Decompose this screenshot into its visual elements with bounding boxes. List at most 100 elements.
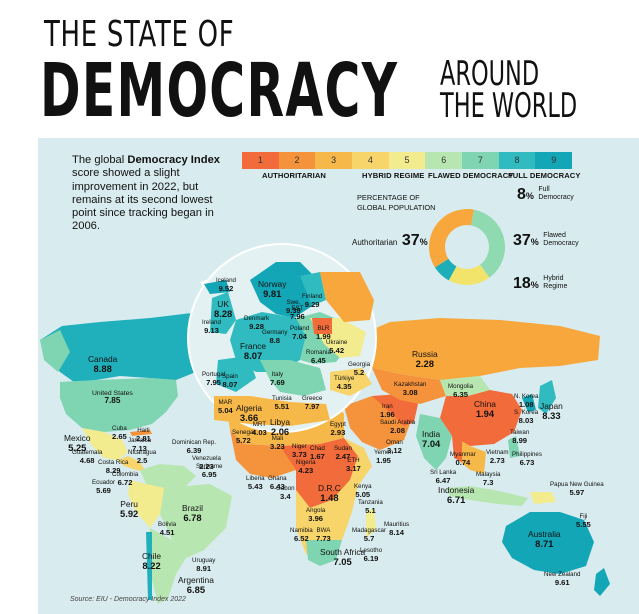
country-label-saudi-arabia: Saudi Arabia 2.08 xyxy=(380,419,415,435)
country-score: 1.67 xyxy=(310,451,325,461)
map-iceland xyxy=(204,280,230,294)
country-name: Haiti xyxy=(137,427,150,434)
country-label-angola: Angola 3.96 xyxy=(306,507,325,522)
legend-authoritarian: AUTHORITARIAN xyxy=(262,171,327,180)
country-name: Suriname xyxy=(196,463,223,470)
country-label-d-r-c: D.R.C 1.48 xyxy=(318,484,341,503)
country-name: Denmark xyxy=(244,315,270,322)
country-score: 8.07 xyxy=(222,379,238,389)
population-title-line2: GLOBAL POPULATION xyxy=(357,203,436,212)
map-italy-balkans xyxy=(260,360,326,396)
map-west-africa xyxy=(230,430,300,478)
auth-name: Authoritarian xyxy=(352,238,398,247)
map-philippines xyxy=(508,436,520,458)
country-label-iran: Iran 1.96 xyxy=(380,403,395,418)
country-score: 6.47 xyxy=(435,475,451,485)
flawed-l1: Flawed xyxy=(543,232,566,239)
country-label-colombia: Colombia 6.72 xyxy=(112,471,139,487)
country-score: 8.71 xyxy=(535,537,554,549)
country-name: Italy xyxy=(271,371,284,378)
country-score: 6.72 xyxy=(117,477,133,487)
country-score: 5.25 xyxy=(68,441,87,453)
country-name: Iran xyxy=(382,403,393,410)
country-name: EST xyxy=(291,305,304,312)
country-name: Greece xyxy=(302,395,323,402)
map-western-europe xyxy=(230,312,306,372)
country-score: 6.73 xyxy=(519,457,535,467)
map-central-america xyxy=(118,456,146,472)
country-name: Mali xyxy=(271,435,284,442)
map-indonesia xyxy=(446,486,528,506)
map-korea-japan xyxy=(522,394,536,412)
country-name: Chile xyxy=(142,551,162,561)
country-label-iceland: Iceland 9.52 xyxy=(216,277,236,293)
country-label-namibia: Namibia 6.52 xyxy=(290,527,313,543)
legend-flawed: FLAWED DEMOCRACY xyxy=(428,171,514,180)
title-line-1: THE STATE OF xyxy=(44,14,235,55)
country-label-denmark: Denmark 9.28 xyxy=(244,315,270,331)
country-score: 5.1 xyxy=(365,505,376,515)
country-label-sudan: Sudan 2.47 xyxy=(334,445,352,460)
country-label-ireland: Ireland 9.13 xyxy=(202,319,221,334)
title-line-3a: AROUND xyxy=(440,54,540,94)
country-name: Namibia xyxy=(290,527,313,534)
country-score: 8.33 xyxy=(542,409,561,421)
country-score: 9.28 xyxy=(249,321,264,331)
country-label-finland: Finland 9.29 xyxy=(302,293,322,308)
country-label-canada: Canada 8.88 xyxy=(88,355,117,374)
map-central-africa xyxy=(280,438,358,508)
country-name: Uruguay xyxy=(192,557,216,564)
map-alaska xyxy=(40,330,70,372)
country-score: 9.61 xyxy=(554,577,570,587)
country-label-dominican-rep-: Dominican Rep. 6.39 xyxy=(172,439,216,454)
country-score: 6.52 xyxy=(293,533,309,543)
country-name: Spain xyxy=(222,373,238,380)
country-name: Costa Rica xyxy=(98,459,129,466)
country-score: 4.35 xyxy=(336,381,352,391)
country-score: 5.05 xyxy=(355,489,371,499)
map-venezuela-colombia xyxy=(140,464,196,488)
country-name: Ukraine xyxy=(326,339,348,346)
country-name: Liberia xyxy=(246,475,265,482)
country-label-haiti: Haiti 2.81 xyxy=(136,427,151,442)
europe-zoom-content xyxy=(204,262,374,426)
country-label-united-states: United States 7.85 xyxy=(92,390,133,406)
country-label-india: India 7.04 xyxy=(422,430,440,449)
country-name: Mauritius xyxy=(384,521,410,528)
full-l1: Full xyxy=(538,186,550,193)
country-name: Gabon xyxy=(276,485,295,492)
title-line-2: DEMOCRACY xyxy=(40,48,399,134)
legend-cell-7: 7 xyxy=(462,152,499,169)
country-score: 5.72 xyxy=(235,435,251,445)
country-score: 2.23 xyxy=(199,461,214,471)
country-name: Indonesia xyxy=(438,485,475,495)
country-score: 2.08 xyxy=(390,425,405,435)
country-name: Swe. xyxy=(286,299,301,306)
country-label-greece: Greece 7.97 xyxy=(302,395,323,410)
country-score: 4.51 xyxy=(159,527,175,537)
country-label-indonesia: Indonesia 6.71 xyxy=(438,486,474,505)
legend-hybrid: HYBRID REGIME xyxy=(362,171,425,180)
country-name: Russia xyxy=(412,349,438,359)
map-japan xyxy=(538,380,556,414)
legend-cell-9: 9 xyxy=(535,152,573,169)
country-label-swe-: Swe. 9.39 xyxy=(286,299,301,314)
population-donut-chart xyxy=(429,209,505,285)
country-name: Colombia xyxy=(112,471,139,478)
country-name: Lesotho xyxy=(360,547,383,554)
country-name: Türkiye xyxy=(334,375,355,382)
country-name: Tanzania xyxy=(358,499,383,506)
country-name: Mexico xyxy=(64,433,91,443)
full-l2: Democracy xyxy=(538,194,574,201)
country-label-guatemala: Guatemala 4.68 xyxy=(72,449,102,464)
legend-cell-3: 3 xyxy=(315,152,353,169)
country-name: Niger xyxy=(292,443,307,450)
country-label-venezuela: Venezuela 2.23 xyxy=(192,455,221,471)
map-india xyxy=(416,414,452,470)
country-label-south-africa: South Africa 7.05 xyxy=(320,548,365,567)
country-score: 2.93 xyxy=(330,427,346,437)
country-score: 9.52 xyxy=(218,283,234,293)
country-label-senegal: Senegal 5.72 xyxy=(232,429,255,445)
country-score: 5.92 xyxy=(120,507,139,519)
country-label-ukraine: Ukraine 5.42 xyxy=(326,339,348,354)
